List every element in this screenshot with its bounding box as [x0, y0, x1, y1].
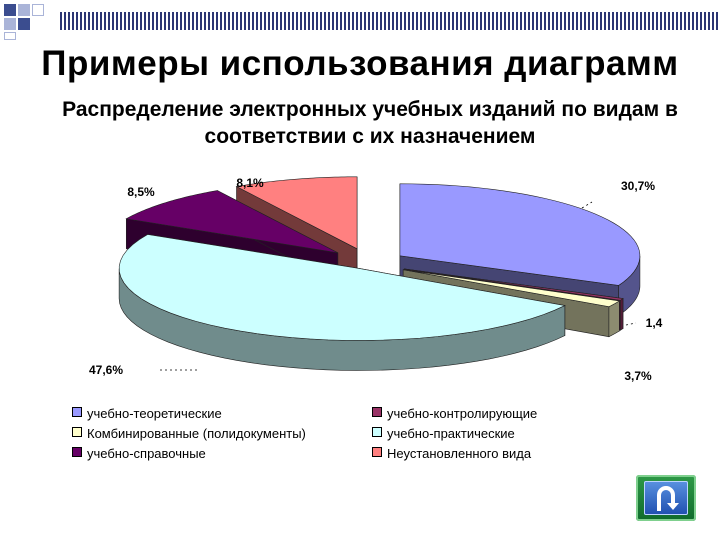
data-label: 3,7%	[624, 369, 652, 383]
slide-title: Примеры использования диаграмм	[41, 44, 679, 83]
header-stripe	[60, 12, 720, 30]
legend-label: учебно-практические	[387, 426, 515, 441]
pie-slice	[118, 234, 566, 371]
leader-line	[581, 201, 593, 209]
deco-square	[32, 4, 44, 16]
deco-square	[4, 18, 16, 30]
data-label: 30,7%	[621, 179, 655, 193]
return-button-face	[644, 481, 688, 515]
legend-item: учебно-справочные	[72, 446, 206, 461]
legend-label: учебно-контролирующие	[387, 406, 538, 421]
legend-item: Неустановленного вида	[372, 446, 531, 461]
u-turn-arrow-icon	[657, 486, 679, 511]
deco-square	[18, 4, 30, 16]
legend-label: учебно-теоретические	[87, 406, 222, 421]
data-label: 1,4	[646, 316, 663, 330]
legend-swatch	[372, 407, 382, 417]
legend-label: Неустановленного вида	[387, 446, 532, 461]
legend-label: Комбинированные (полидокументы)	[87, 426, 306, 441]
legend-item: учебно-контролирующие	[372, 406, 537, 421]
legend-item: учебно-практические	[372, 426, 515, 441]
data-label: 47,6%	[89, 363, 123, 377]
legend-swatch	[72, 407, 82, 417]
decorative-header	[0, 0, 720, 40]
legend-label: учебно-справочные	[87, 446, 206, 461]
chart-title: Распределение электронных учебных издани…	[62, 98, 678, 148]
return-button[interactable]	[636, 475, 696, 521]
deco-square	[4, 32, 16, 40]
legend-swatch	[372, 447, 382, 457]
legend-swatch	[72, 447, 82, 457]
data-label: 8,1%	[236, 176, 264, 190]
deco-square	[18, 18, 30, 30]
legend-swatch	[372, 427, 382, 437]
legend-item: Комбинированные (полидокументы)	[72, 426, 306, 441]
legend-swatch	[72, 427, 82, 437]
legend-item: учебно-теоретические	[72, 406, 222, 421]
data-label: 8,5%	[127, 185, 155, 199]
leader-line	[625, 322, 637, 326]
deco-square	[4, 4, 16, 16]
